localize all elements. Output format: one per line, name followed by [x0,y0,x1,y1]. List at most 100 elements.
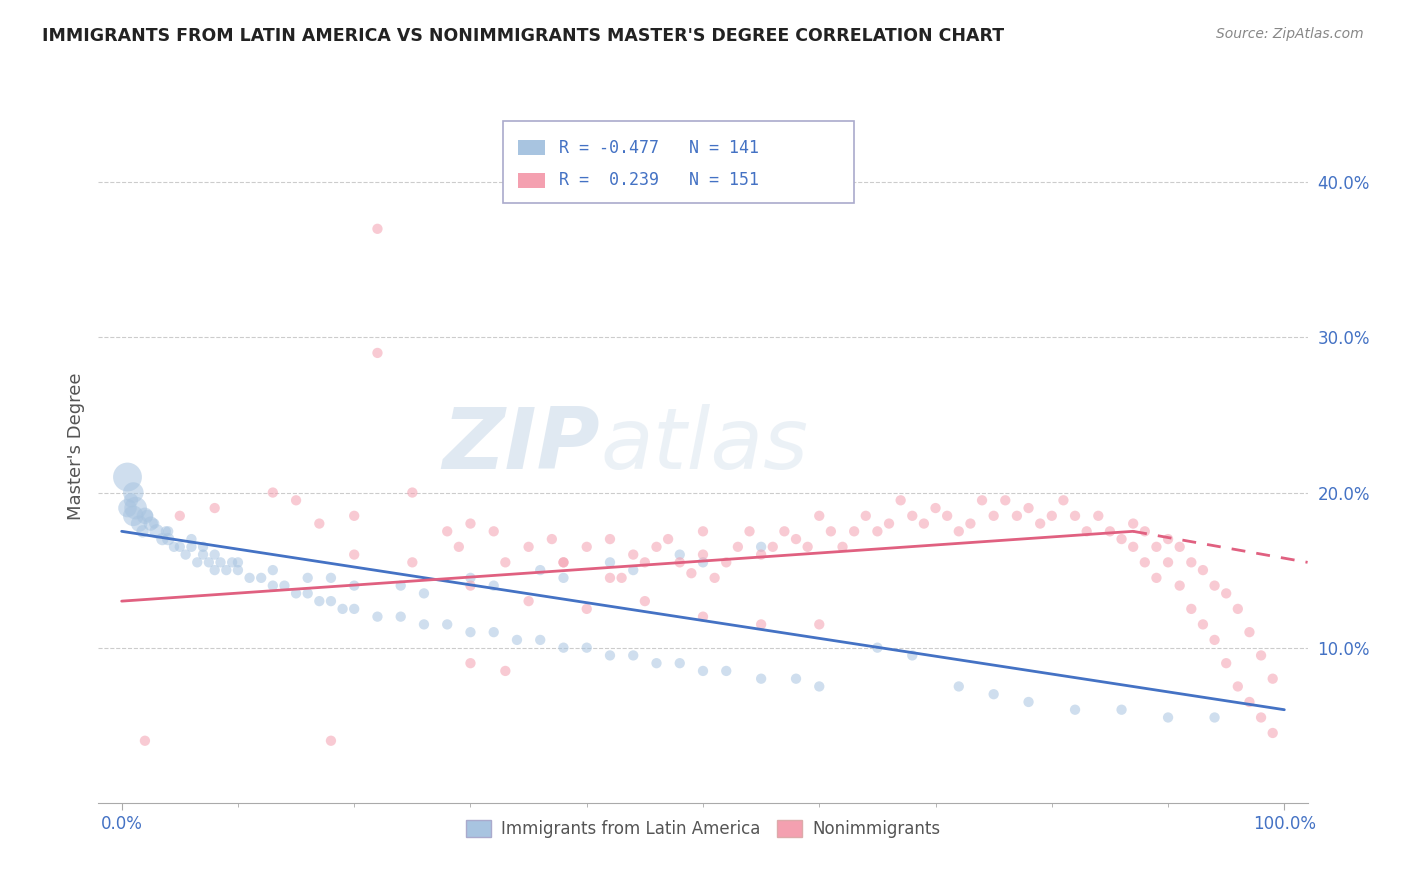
Point [436,617,458,632]
Point [657,532,679,546]
Point [226,563,249,577]
Point [529,632,551,647]
Text: ZIP: ZIP [443,404,600,488]
Point [494,664,516,678]
Point [169,508,191,523]
Point [366,222,388,236]
Point [1204,632,1226,647]
Point [553,555,575,569]
Point [1261,726,1284,740]
Point [180,532,202,546]
Point [1064,508,1087,523]
Point [983,508,1005,523]
Point [668,555,690,569]
Point [124,501,146,516]
Point [143,516,166,531]
Point [901,508,924,523]
Point [716,555,738,569]
Point [482,625,505,640]
Point [1122,540,1144,554]
Point [180,540,202,554]
FancyBboxPatch shape [503,121,855,203]
Point [401,485,423,500]
Point [785,672,807,686]
Point [1192,563,1215,577]
Point [621,648,644,663]
Point [460,625,482,640]
Point [1204,579,1226,593]
Point [1250,648,1272,663]
Point [970,493,993,508]
Text: Source: ZipAtlas.com: Source: ZipAtlas.com [1216,27,1364,41]
Point [749,672,772,686]
Point [668,656,690,670]
Point [174,548,197,562]
Point [297,571,319,585]
Point [131,524,153,539]
Point [482,579,505,593]
Point [1144,540,1167,554]
Point [1029,516,1052,531]
Point [1052,493,1074,508]
Point [273,579,295,593]
Point [1040,508,1063,523]
Point [506,632,529,647]
Point [749,548,772,562]
Point [681,566,703,581]
Point [796,540,818,554]
Point [749,617,772,632]
Point [738,524,761,539]
Point [460,516,482,531]
Point [319,571,342,585]
Point [621,563,644,577]
Point [692,664,714,678]
Point [482,524,505,539]
Point [134,733,156,747]
Point [948,524,970,539]
Point [634,594,657,608]
Point [1111,532,1133,546]
Point [553,640,575,655]
FancyBboxPatch shape [517,172,544,188]
Point [1239,625,1261,640]
Point [575,540,598,554]
Point [692,555,714,569]
Point [204,563,226,577]
Point [285,493,308,508]
Point [808,680,831,694]
Point [186,555,208,569]
Point [343,602,366,616]
Text: atlas: atlas [600,404,808,488]
Point [553,555,575,569]
Point [191,540,214,554]
Point [204,501,226,516]
Point [120,493,142,508]
Point [692,524,714,539]
Point [529,563,551,577]
Point [831,540,853,554]
Point [959,516,981,531]
Point [136,508,159,523]
Point [447,540,470,554]
Point [221,555,243,569]
Point [1261,672,1284,686]
Point [308,516,330,531]
Point [1180,555,1202,569]
Point [1098,524,1121,539]
Point [1239,695,1261,709]
Point [494,555,516,569]
Point [117,470,139,484]
Point [239,571,262,585]
Y-axis label: Master's Degree: Master's Degree [66,372,84,520]
Point [668,548,690,562]
FancyBboxPatch shape [517,140,544,155]
Point [599,571,621,585]
Point [866,640,889,655]
Point [1133,524,1156,539]
Point [1144,571,1167,585]
Point [157,532,180,546]
Point [226,555,249,569]
Point [855,508,877,523]
Point [163,540,186,554]
Point [128,516,150,531]
